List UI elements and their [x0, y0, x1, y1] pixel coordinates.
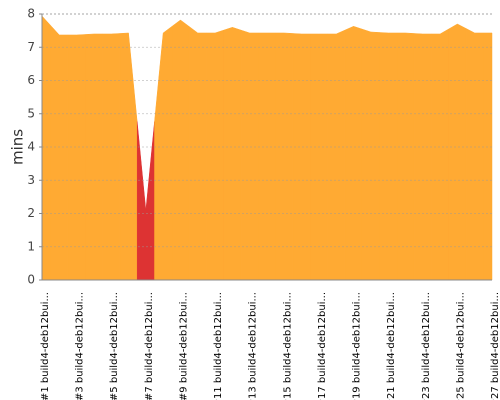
- area-segment: [50, 24, 69, 281]
- area-segment: [483, 32, 493, 281]
- x-tick-label: #5 build4-deb12bui...: [109, 292, 120, 400]
- area-segment: [310, 33, 328, 281]
- area-segment: [206, 29, 224, 281]
- y-tick-label: 3: [27, 173, 35, 187]
- area-segment: [344, 26, 363, 281]
- area-segment: [85, 33, 103, 281]
- x-tick-label: #21 build4-deb12bui...: [386, 292, 397, 400]
- x-tick-label: #27 build4-deb12bui...: [490, 292, 500, 400]
- y-axis-label: mins: [9, 129, 27, 165]
- area-segment: [275, 32, 294, 281]
- area-segment: [379, 32, 398, 281]
- y-tick-label: 1: [27, 239, 35, 253]
- area-segment: [361, 28, 380, 281]
- area-segment: [465, 28, 484, 281]
- area-segment: [102, 33, 121, 281]
- y-tick-label: 8: [27, 7, 35, 21]
- y-tick-label: 4: [27, 140, 35, 154]
- area-segment: [41, 15, 51, 281]
- x-tick-label: #13 build4-deb12bui...: [248, 292, 259, 400]
- area-segment: [448, 23, 467, 281]
- x-tick-label: #15 build4-deb12bui...: [282, 292, 293, 400]
- area-segment: [396, 32, 415, 281]
- area-segment: [327, 29, 346, 281]
- area-segment: [240, 29, 259, 281]
- y-tick-label: 5: [27, 106, 35, 120]
- x-tick-label: #19 build4-deb12bui...: [352, 292, 363, 400]
- x-tick-label: #11 build4-deb12bui...: [213, 292, 224, 400]
- x-tick-label: #17 build4-deb12bui...: [317, 292, 328, 400]
- x-tick-label: #23 build4-deb12bui...: [421, 292, 432, 400]
- area-segment: [431, 28, 449, 281]
- area-segment: [188, 25, 207, 281]
- area-segment: [67, 34, 86, 281]
- x-tick-label: #7 build4-deb12bui...: [144, 292, 155, 400]
- x-tick-label: #25 build4-deb12bui...: [455, 292, 466, 400]
- area-segment: [413, 33, 432, 281]
- area-segment: [292, 33, 311, 281]
- area-segment: [171, 19, 190, 281]
- area-segment: [258, 32, 276, 281]
- area-segment: [223, 27, 242, 281]
- x-tick-label: #1 build4-deb12bui...: [40, 292, 51, 400]
- x-tick-label: #3 build4-deb12bui...: [75, 292, 86, 400]
- y-tick-label: 0: [27, 273, 35, 287]
- y-tick-label: 2: [27, 206, 35, 220]
- x-tick-label: #9 build4-deb12bui...: [178, 292, 189, 400]
- y-tick-label: 6: [27, 73, 35, 87]
- y-tick-label: 7: [27, 40, 35, 54]
